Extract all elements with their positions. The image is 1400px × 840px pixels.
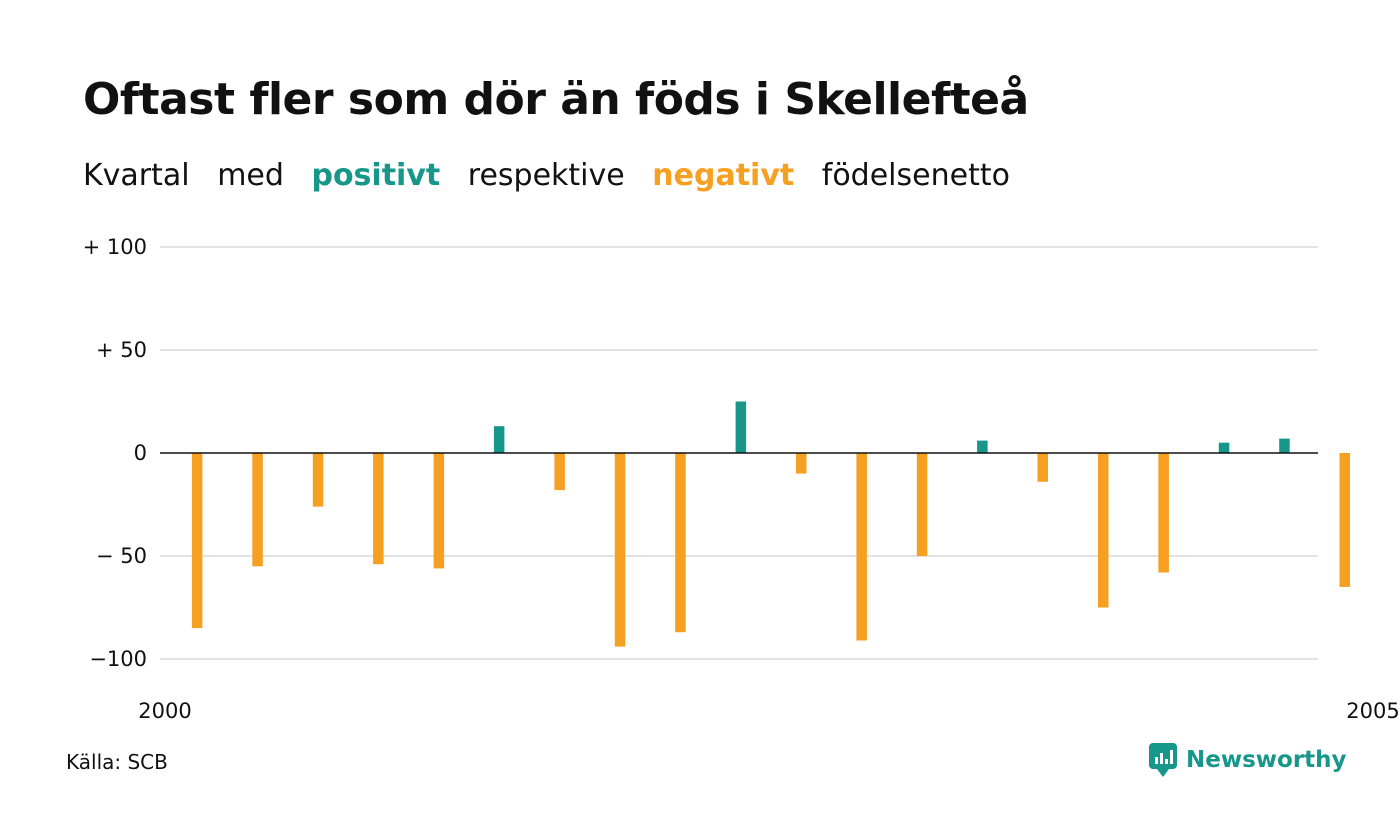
bar-positive xyxy=(493,426,505,453)
bar-negative xyxy=(1158,453,1169,573)
subtitle-part-respektive: respektive xyxy=(467,158,625,193)
bar-negative xyxy=(796,453,807,474)
y-tick-label: − 50 xyxy=(96,544,147,568)
bar-negative xyxy=(1339,453,1350,587)
subtitle-positive-label: positivt xyxy=(311,158,441,193)
bar-negative xyxy=(614,453,626,647)
chart-title: Oftast fler som dör än föds i Skellefteå xyxy=(83,74,1029,125)
x-tick-label: 2005 xyxy=(1346,699,1399,723)
y-tick-label: + 50 xyxy=(96,338,147,362)
y-tick-label: + 100 xyxy=(83,235,147,259)
bar-negative xyxy=(856,453,867,641)
chart-subtitle: Kvartal med positivt respektive negativt… xyxy=(83,158,1028,193)
newsworthy-logo: Newsworthy xyxy=(1148,742,1347,778)
subtitle-part-kvartal: Kvartal xyxy=(83,158,190,193)
bar-negative xyxy=(675,453,686,633)
bar-chart: + 100+ 500− 50−100 20002005201020152020 xyxy=(83,235,1400,723)
x-tick-label: 2000 xyxy=(138,699,191,723)
bar-positive xyxy=(1218,442,1230,453)
gridlines xyxy=(160,246,1318,660)
source-note: Källa: SCB xyxy=(66,750,168,774)
bar-negative xyxy=(916,453,928,556)
bar-positive xyxy=(735,401,747,453)
bar-negative xyxy=(433,453,445,569)
bar-negative xyxy=(1037,453,1048,482)
bars xyxy=(191,401,1350,647)
subtitle-part-fodelsenetto: födelsenetto xyxy=(821,158,1010,193)
bar-positive xyxy=(1279,438,1290,453)
subtitle-negative-label: negativt xyxy=(652,158,795,193)
newsworthy-logo-icon xyxy=(1149,743,1177,777)
y-axis-ticks: + 100 + 50 0 − 50 −100 xyxy=(83,235,147,671)
bar-negative xyxy=(373,453,384,565)
bar-negative xyxy=(191,453,203,629)
y-tick-label: −100 xyxy=(89,647,147,671)
newsworthy-logo-text: Newsworthy xyxy=(1186,747,1347,773)
bar-positive xyxy=(977,440,988,453)
bar-negative xyxy=(252,453,263,567)
bar-negative xyxy=(1098,453,1109,608)
bar-negative xyxy=(554,453,565,491)
y-tick-label: 0 xyxy=(134,441,147,465)
bar-negative xyxy=(312,453,324,507)
subtitle-part-med: med xyxy=(217,158,284,193)
x-axis-ticks: 20002005201020152020 xyxy=(138,699,1399,723)
